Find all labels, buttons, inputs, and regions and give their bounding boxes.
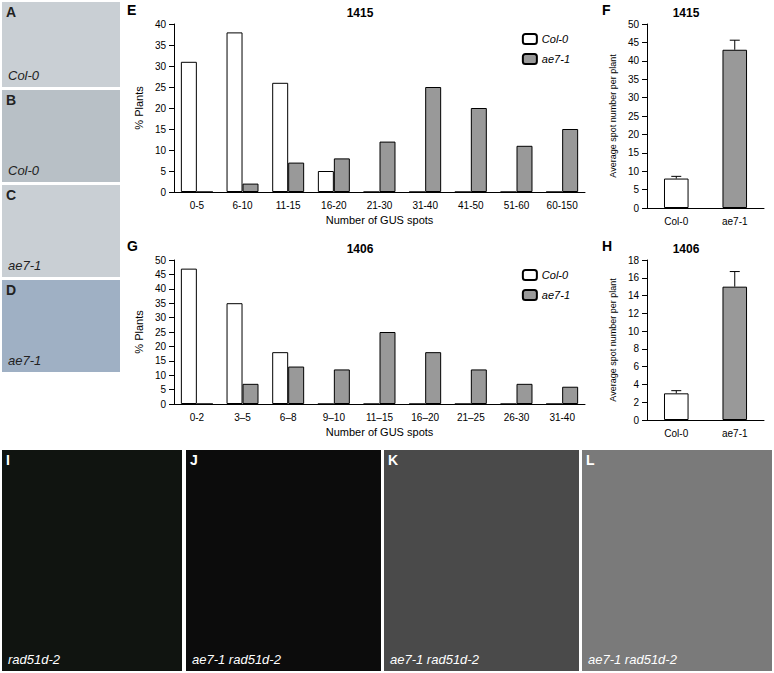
html-text:C: C xyxy=(6,187,17,203)
svg-text:1415: 1415 xyxy=(347,6,374,20)
svg-text:2: 2 xyxy=(633,397,639,408)
svg-text:0-2: 0-2 xyxy=(190,412,205,423)
svg-text:ae7-1: ae7-1 xyxy=(542,53,570,65)
html-text:ae7-1: ae7-1 xyxy=(8,258,42,273)
svg-text:31-40: 31-40 xyxy=(412,200,438,211)
svg-text:35: 35 xyxy=(628,74,640,85)
html-text:J: J xyxy=(190,452,198,468)
svg-text:15: 15 xyxy=(155,124,167,135)
html-text:ae7-1: ae7-1 xyxy=(8,353,42,368)
svg-text:% Plants: % Plants xyxy=(133,310,145,354)
svg-text:0: 0 xyxy=(633,203,639,214)
html-text:Col-0: Col-0 xyxy=(8,68,40,83)
svg-text:5: 5 xyxy=(633,184,639,195)
html-text:A: A xyxy=(6,4,17,20)
svg-text:5: 5 xyxy=(160,384,166,395)
svg-text:12: 12 xyxy=(628,308,640,319)
svg-text:ae7-1: ae7-1 xyxy=(722,428,748,439)
svg-text:10: 10 xyxy=(628,166,640,177)
svg-text:21–25: 21–25 xyxy=(457,412,485,423)
svg-text:40: 40 xyxy=(155,19,167,30)
svg-text:Col-0: Col-0 xyxy=(664,428,688,439)
html-text:F: F xyxy=(602,2,611,18)
html-text:L: L xyxy=(586,452,595,468)
html-text:I: I xyxy=(6,452,10,468)
svg-text:35: 35 xyxy=(155,40,167,51)
svg-text:18: 18 xyxy=(628,255,640,266)
svg-text:15: 15 xyxy=(155,355,167,366)
html-text:E: E xyxy=(127,2,137,18)
html-text:rad51d-2: rad51d-2 xyxy=(8,652,60,667)
html-text:ae7-1 rad51d-2: ae7-1 rad51d-2 xyxy=(390,652,479,667)
svg-text:Number of GUS spots: Number of GUS spots xyxy=(326,426,434,438)
svg-text:Col-0: Col-0 xyxy=(542,269,569,281)
svg-text:3–5: 3–5 xyxy=(234,412,251,423)
svg-text:4: 4 xyxy=(633,379,639,390)
svg-text:Col-0: Col-0 xyxy=(542,33,569,45)
svg-text:Col-0: Col-0 xyxy=(664,216,688,227)
svg-text:ae7-1: ae7-1 xyxy=(722,216,748,227)
svg-text:30: 30 xyxy=(155,312,167,323)
svg-text:Average spot number per plant: Average spot number per plant xyxy=(608,54,618,178)
svg-text:41-50: 41-50 xyxy=(458,200,484,211)
html-text:G: G xyxy=(127,238,138,254)
svg-text:25: 25 xyxy=(628,111,640,122)
svg-text:1406: 1406 xyxy=(347,242,374,256)
svg-text:35: 35 xyxy=(155,298,167,309)
svg-text:11-15: 11-15 xyxy=(276,200,301,211)
svg-text:40: 40 xyxy=(628,55,640,66)
html-text:Col-0: Col-0 xyxy=(8,163,40,178)
svg-text:15: 15 xyxy=(628,147,640,158)
svg-text:Average spot number per plant: Average spot number per plant xyxy=(608,278,618,402)
svg-text:60-150: 60-150 xyxy=(547,200,579,211)
svg-text:10: 10 xyxy=(155,145,167,156)
html-text:H: H xyxy=(602,238,613,254)
svg-text:6: 6 xyxy=(633,361,639,372)
svg-text:26-30: 26-30 xyxy=(504,412,530,423)
svg-text:40: 40 xyxy=(155,283,167,294)
html-text:ae7-1 rad51d-2: ae7-1 rad51d-2 xyxy=(588,652,677,667)
svg-text:45: 45 xyxy=(628,37,640,48)
svg-text:25: 25 xyxy=(155,82,167,93)
html-text:K: K xyxy=(388,452,399,468)
svg-text:Number of GUS spots: Number of GUS spots xyxy=(326,214,434,226)
svg-text:51-60: 51-60 xyxy=(504,200,530,211)
svg-text:0-5: 0-5 xyxy=(190,200,205,211)
svg-text:0: 0 xyxy=(633,415,639,426)
svg-text:8: 8 xyxy=(633,343,639,354)
svg-text:10: 10 xyxy=(628,326,640,337)
svg-text:50: 50 xyxy=(628,19,640,30)
svg-text:16–20: 16–20 xyxy=(411,412,439,423)
svg-text:20: 20 xyxy=(155,341,167,352)
svg-text:6-10: 6-10 xyxy=(233,200,253,211)
svg-text:20: 20 xyxy=(628,129,640,140)
html-text:ae7-1 rad51d-2: ae7-1 rad51d-2 xyxy=(192,652,281,667)
svg-text:6–8: 6–8 xyxy=(280,412,297,423)
svg-text:30: 30 xyxy=(628,92,640,103)
svg-text:30: 30 xyxy=(155,61,167,72)
svg-text:1406: 1406 xyxy=(673,242,700,256)
svg-text:50: 50 xyxy=(155,255,167,266)
svg-text:0: 0 xyxy=(160,187,166,198)
svg-text:5: 5 xyxy=(160,166,166,177)
html-text:B: B xyxy=(6,92,17,108)
svg-text:45: 45 xyxy=(155,269,167,280)
svg-text:20: 20 xyxy=(155,103,167,114)
svg-text:25: 25 xyxy=(155,327,167,338)
svg-text:16-20: 16-20 xyxy=(321,200,347,211)
svg-text:9–10: 9–10 xyxy=(323,412,346,423)
svg-text:21-30: 21-30 xyxy=(367,200,393,211)
svg-text:10: 10 xyxy=(155,370,167,381)
svg-text:% Plants: % Plants xyxy=(133,86,145,130)
html-text:D: D xyxy=(6,282,17,298)
svg-text:14: 14 xyxy=(628,290,640,301)
svg-text:31-40: 31-40 xyxy=(549,412,575,423)
svg-text:1415: 1415 xyxy=(673,6,700,20)
svg-text:16: 16 xyxy=(628,272,640,283)
svg-text:ae7-1: ae7-1 xyxy=(542,289,570,301)
svg-text:0: 0 xyxy=(160,399,166,410)
svg-text:11–15: 11–15 xyxy=(366,412,394,423)
